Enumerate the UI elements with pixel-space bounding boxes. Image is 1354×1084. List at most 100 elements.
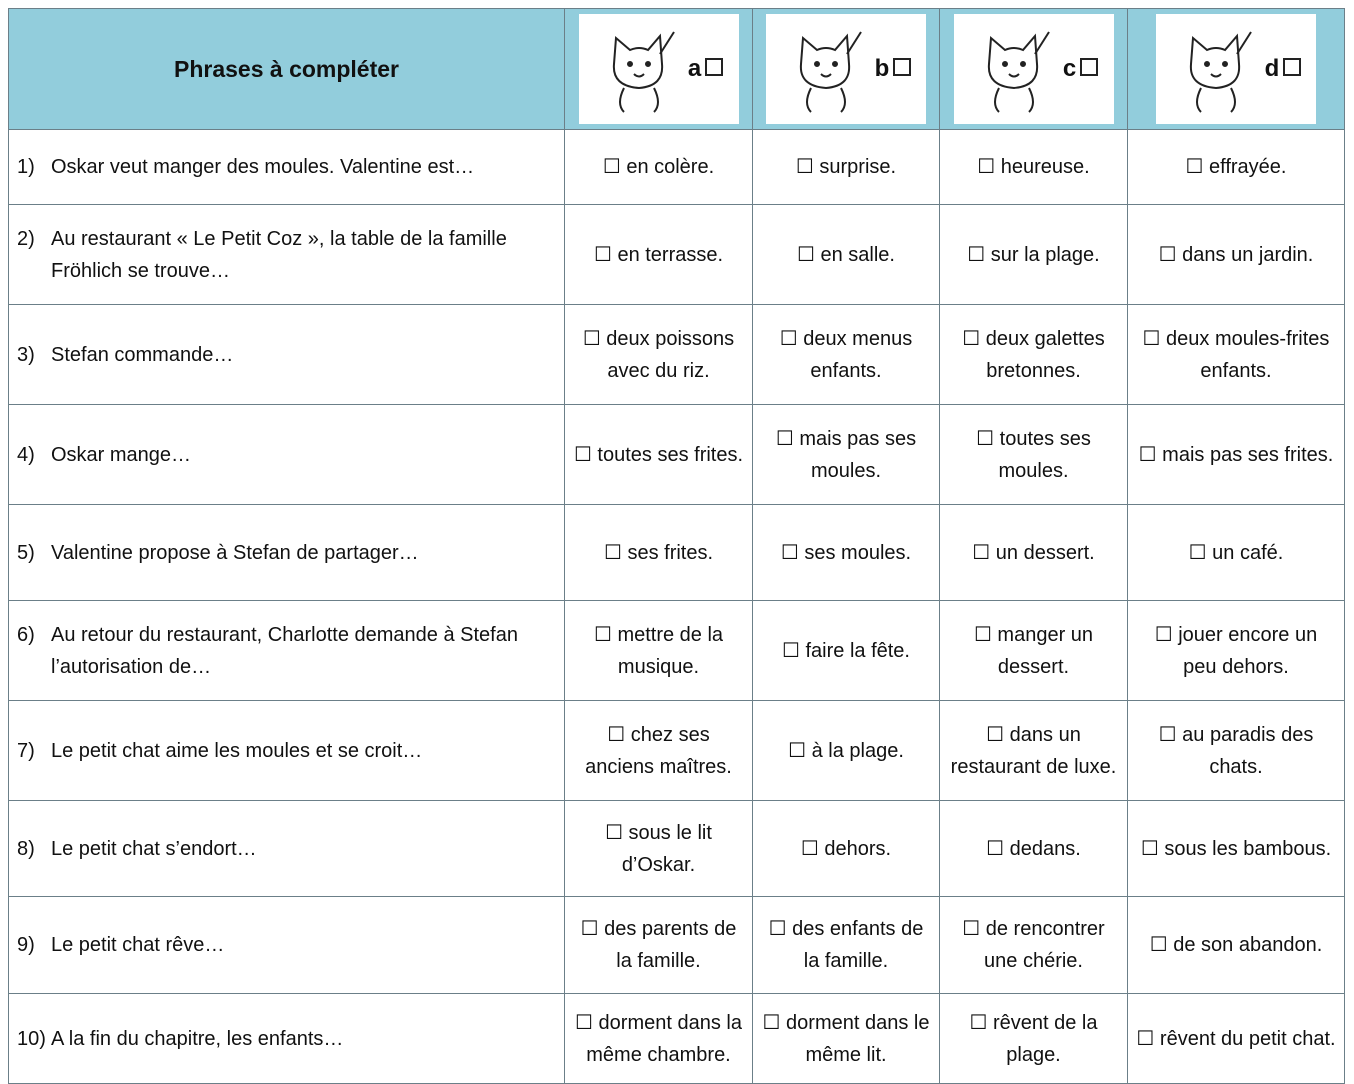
answer-option: ☐ ses frites. — [564, 504, 753, 601]
option-letter: d — [1264, 55, 1280, 82]
question-cell: 3) Stefan commande… — [8, 304, 565, 405]
answer-option: ☐ à la plage. — [752, 700, 940, 801]
header-option: d — [1127, 8, 1345, 130]
answer-option: ☐ ses moules. — [752, 504, 940, 601]
question-cell: 5) Valentine propose à Stefan de partager… — [8, 504, 565, 601]
answer-option: ☐ dans un jardin. — [1127, 204, 1345, 305]
answer-option: ☐ deux galettes bretonnes. — [939, 304, 1128, 405]
question-text: Le petit chat s’endort… — [51, 837, 257, 860]
answer-option: ☐ au paradis des chats. — [1127, 700, 1345, 801]
question-cell: 9) Le petit chat rêve… — [8, 896, 565, 994]
cat-drawing — [799, 31, 862, 113]
header-row: Phrases à compléter a b c d — [8, 8, 1345, 130]
question-row: 1) Oskar veut manger des moules. Valentin… — [8, 129, 1345, 205]
answer-option: ☐ dorment dans la même chambre. — [564, 993, 753, 1084]
question-row: 8) Le petit chat s’endort… ☐ sous le lit d… — [8, 800, 1345, 897]
answer-option: ☐ mais pas ses moules. — [752, 404, 940, 505]
option-letter: b — [874, 55, 890, 82]
question-cell: 10) A la fin du chapitre, les enfants… — [8, 993, 565, 1084]
question-number: 2) — [17, 227, 35, 250]
question-row: 2) Au restaurant « Le Petit Coz », la tab… — [8, 204, 1345, 305]
option-box — [1283, 53, 1302, 85]
answer-option: ☐ faire la fête. — [752, 600, 940, 701]
answer-option: ☐ en colère. — [564, 129, 753, 205]
answer-option: ☐ deux poissons avec du riz. — [564, 304, 753, 405]
answer-option: ☐ en terrasse. — [564, 204, 753, 305]
option-picture: c — [953, 14, 1114, 124]
question-text: Le petit chat aime les moules et se croi… — [51, 739, 423, 762]
header-option: c — [939, 8, 1128, 130]
option-letter: a — [687, 55, 702, 82]
cat-drawing — [987, 31, 1050, 113]
option-box — [1080, 53, 1099, 85]
answer-option: ☐ des parents de la famille. — [564, 896, 753, 994]
answer-option: ☐ des enfants de la famille. — [752, 896, 940, 994]
answer-option: ☐ chez ses anciens maîtres. — [564, 700, 753, 801]
question-number: 5) — [17, 541, 35, 564]
option-picture: a — [578, 14, 739, 124]
checkbox — [705, 58, 724, 76]
quiz-table: Phrases à compléter a b c d 1) Oskar veut ma… — [8, 8, 1345, 1084]
answer-option: ☐ mettre de la musique. — [564, 600, 753, 701]
question-cell: 6) Au retour du restaurant, Charlotte dem… — [8, 600, 565, 701]
question-number: 6) — [17, 623, 35, 646]
question-cell: 8) Le petit chat s’endort… — [8, 800, 565, 897]
answer-option: ☐ dans un restaurant de luxe. — [939, 700, 1128, 801]
question-row: 3) Stefan commande… ☐ deux poissons avec d… — [8, 304, 1345, 405]
question-row: 6) Au retour du restaurant, Charlotte dem… — [8, 600, 1345, 701]
question-text: Oskar mange… — [51, 443, 192, 466]
answer-option: ☐ rêvent de la plage. — [939, 993, 1128, 1084]
question-number: 7) — [17, 739, 35, 762]
question-text: Le petit chat rêve… — [51, 934, 225, 956]
question-row: 7) Le petit chat aime les moules et se cr… — [8, 700, 1345, 801]
cat-drawing — [612, 31, 675, 113]
answer-option: ☐ en salle. — [752, 204, 940, 305]
answer-option: ☐ manger un dessert. — [939, 600, 1128, 701]
checkbox — [1080, 58, 1099, 76]
question-text: Oskar veut manger des moules. Valentine … — [51, 156, 475, 178]
header-option: b — [752, 8, 940, 130]
answer-option: ☐ toutes ses frites. — [564, 404, 753, 505]
question-cell: 4) Oskar mange… — [8, 404, 565, 505]
answer-option: ☐ sous le lit d’Oskar. — [564, 800, 753, 897]
header-title: Phrases à compléter — [8, 8, 565, 130]
answer-option: ☐ de son abandon. — [1127, 896, 1345, 994]
question-number: 10) — [17, 1027, 46, 1050]
answer-option: ☐ deux moules-frites enfants. — [1127, 304, 1345, 405]
answer-option: ☐ effrayée. — [1127, 129, 1345, 205]
answer-option: ☐ mais pas ses frites. — [1127, 404, 1345, 505]
question-row: 4) Oskar mange… ☐ toutes ses frites. ☐ mais… — [8, 404, 1345, 505]
answer-option: ☐ de rencontrer une chérie. — [939, 896, 1128, 994]
answer-option: ☐ sur la plage. — [939, 204, 1128, 305]
question-cell: 7) Le petit chat aime les moules et se cr… — [8, 700, 565, 801]
option-picture: b — [766, 14, 926, 124]
question-row: 5) Valentine propose à Stefan de partager… — [8, 504, 1345, 601]
header-option: a — [564, 8, 753, 130]
answer-option: ☐ sous les bambous. — [1127, 800, 1345, 897]
question-number: 3) — [17, 343, 35, 366]
answer-option: ☐ heureuse. — [939, 129, 1128, 205]
option-box — [705, 53, 724, 85]
question-row: 9) Le petit chat rêve… ☐ des parents de la… — [8, 896, 1345, 994]
question-text: Valentine propose à Stefan de partager… — [51, 541, 419, 564]
question-cell: 2) Au restaurant « Le Petit Coz », la tab… — [8, 204, 565, 305]
answer-option: ☐ jouer encore un peu dehors. — [1127, 600, 1345, 701]
answer-option: ☐ un dessert. — [939, 504, 1128, 601]
answer-option: ☐ dehors. — [752, 800, 940, 897]
question-text: Au restaurant « Le Petit Coz », la table… — [51, 227, 507, 282]
checkbox — [1283, 58, 1302, 76]
question-row: 10) A la fin du chapitre, les enfants… ☐ d… — [8, 993, 1345, 1084]
question-text: Au retour du restaurant, Charlotte deman… — [51, 623, 518, 678]
answer-option: ☐ toutes ses moules. — [939, 404, 1128, 505]
answer-option: ☐ un café. — [1127, 504, 1345, 601]
answer-option: ☐ dedans. — [939, 800, 1128, 897]
question-text: A la fin du chapitre, les enfants… — [51, 1027, 344, 1050]
option-box — [893, 53, 912, 85]
checkbox — [893, 58, 912, 76]
answer-option: ☐ dorment dans le même lit. — [752, 993, 940, 1084]
question-cell: 1) Oskar veut manger des moules. Valentin… — [8, 129, 565, 205]
question-number: 4) — [17, 443, 35, 466]
option-picture: d — [1156, 14, 1316, 124]
option-letter: c — [1062, 55, 1077, 82]
